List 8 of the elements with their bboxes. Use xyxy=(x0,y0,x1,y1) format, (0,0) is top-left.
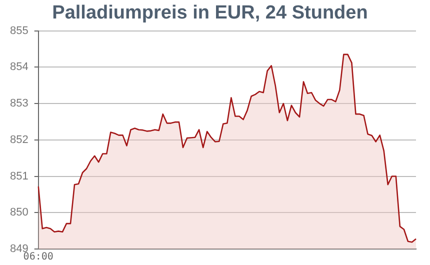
y-tick-label: 851 xyxy=(10,170,28,182)
y-tick-label: 850 xyxy=(10,206,28,219)
x-tick-label: 06:00 xyxy=(23,252,54,263)
chart-title: Palladiumpreis in EUR, 24 Stunden xyxy=(52,2,368,24)
y-tick-label: 852 xyxy=(10,134,28,146)
y-tick-label: 854 xyxy=(10,61,28,74)
y-tick-label: 853 xyxy=(10,98,28,110)
y-tick-label: 855 xyxy=(10,24,28,37)
